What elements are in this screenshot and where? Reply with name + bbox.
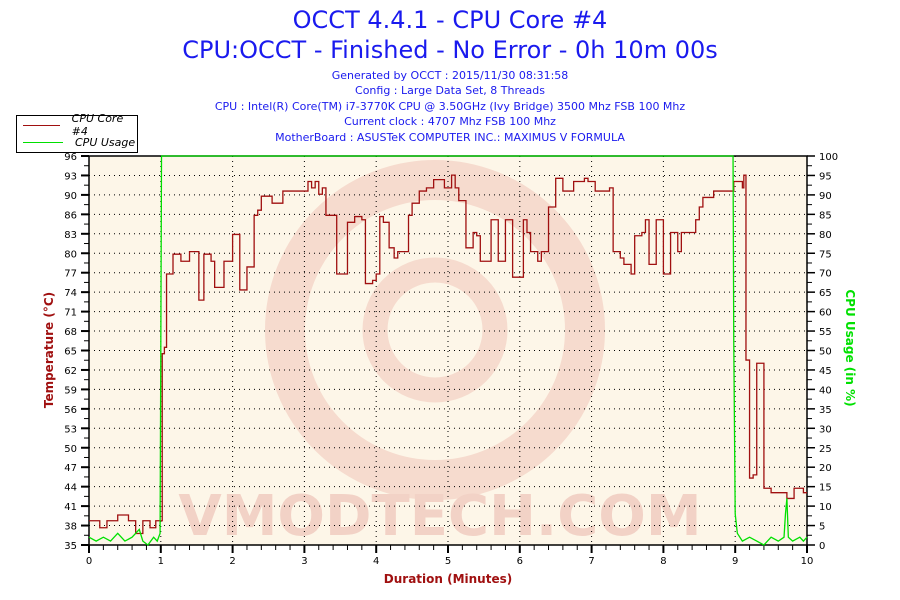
cpu-usage-line (88, 155, 808, 546)
legend-item-cpu-usage: CPU Usage (23, 134, 135, 150)
y-tick-label: 77 (64, 269, 77, 280)
y2-tick-label: 0 (819, 541, 825, 552)
y2-tick-label: 60 (819, 308, 832, 319)
legend-swatch (23, 141, 63, 143)
y-tick-label: 86 (64, 210, 77, 221)
info-generated: Generated by OCCT : 2015/11/30 08:31:58 (331, 69, 569, 82)
y-tick-label: 47 (64, 463, 77, 474)
watermark-text: VMODTECH.COM (178, 484, 701, 549)
info-config: Config : Large Data Set, 8 Threads (355, 84, 545, 98)
y-tick-label: 41 (64, 502, 77, 513)
y-tick-label: 44 (64, 483, 77, 494)
legend-item-cpu-core: CPU Core #4 (23, 112, 137, 138)
watermark-logo-inner (362, 257, 508, 403)
y-tick-label: 65 (64, 347, 77, 358)
y-tick-label: 80 (64, 249, 77, 260)
y-tick-label: 50 (64, 444, 77, 455)
info-cpu: CPU : Intel(R) Core(TM) i7-3770K CPU @ 3… (214, 99, 686, 113)
info-clock: Current clock : 4707 Mhz FSB 100 Mhz (344, 115, 556, 129)
y2-tick-label: 75 (819, 249, 832, 260)
x-tick-label: 3 (301, 556, 307, 567)
y2-axis-label: CPU Usage (in %) (843, 289, 857, 406)
info-block: Generated by OCCT : 2015/11/30 08:31:58 … (0, 68, 900, 145)
y2-tick-label: 55 (819, 327, 832, 338)
y-tick-label: 74 (64, 288, 77, 299)
legend: CPU Core #4 CPU Usage (16, 112, 138, 153)
y2-tick-label: 85 (819, 210, 832, 221)
y-tick-label: 93 (64, 171, 77, 182)
x-tick-label: 1 (158, 556, 164, 567)
y2-tick-label: 15 (819, 483, 832, 494)
x-tick-label: 5 (445, 556, 451, 567)
y2-tick-label: 25 (819, 444, 832, 455)
x-tick-label: 6 (517, 556, 523, 567)
y2-tick-label: 35 (819, 405, 832, 416)
y-tick-label: 83 (64, 230, 77, 241)
y-tick-label: 68 (64, 327, 77, 338)
y2-tick-label: 70 (819, 269, 832, 280)
y2-tick-label: 50 (819, 347, 832, 358)
y-tick-label: 59 (64, 385, 77, 396)
y-tick-label: 90 (64, 191, 77, 202)
x-axis-label: Duration (Minutes) (384, 572, 512, 586)
y2-tick-label: 10 (819, 502, 832, 513)
y2-tick-label: 20 (819, 463, 832, 474)
y2-tick-label: 40 (819, 385, 832, 396)
y2-tick-label: 45 (819, 366, 832, 377)
x-tick-label: 0 (86, 556, 92, 567)
chart-title: OCCT 4.4.1 - CPU Core #4 (292, 6, 608, 34)
x-tick-label: 7 (588, 556, 594, 567)
chart-subtitle: CPU:OCCT - Finished - No Error - 0h 10m … (182, 36, 718, 64)
y-tick-label: 35 (64, 541, 77, 552)
y2-tick-label: 90 (819, 191, 832, 202)
y2-tick-label: 100 (819, 152, 838, 163)
y2-tick-label: 30 (819, 424, 832, 435)
legend-swatch (23, 124, 60, 126)
y-axis-label: Temperature (°C) (42, 292, 56, 408)
y-tick-label: 56 (64, 405, 77, 416)
y-tick-label: 62 (64, 366, 77, 377)
y2-tick-label: 5 (819, 522, 825, 533)
y2-tick-label: 95 (819, 171, 832, 182)
y2-tick-label: 80 (819, 230, 832, 241)
legend-label: CPU Core #4 (71, 112, 124, 138)
y-tick-label: 53 (64, 424, 77, 435)
x-tick-label: 8 (660, 556, 666, 567)
x-tick-label: 2 (229, 556, 235, 567)
legend-label: CPU Usage (75, 135, 136, 149)
x-tick-label: 10 (801, 556, 814, 567)
info-motherboard: MotherBoard : ASUSTeK COMPUTER INC.: MAX… (275, 130, 625, 144)
x-tick-label: 9 (732, 556, 738, 567)
y-tick-label: 38 (64, 522, 77, 533)
y-tick-label: 96 (64, 152, 77, 163)
y-tick-label: 71 (64, 308, 77, 319)
x-tick-label: 4 (373, 556, 379, 567)
cpu-core-temperature-line (89, 174, 807, 535)
y2-tick-label: 65 (819, 288, 832, 299)
